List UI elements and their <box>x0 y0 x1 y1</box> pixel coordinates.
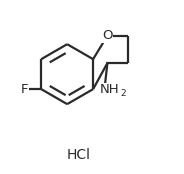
Text: HCl: HCl <box>66 148 90 163</box>
Text: NH: NH <box>99 83 119 96</box>
Text: 2: 2 <box>121 89 126 98</box>
Text: F: F <box>21 83 29 96</box>
Text: O: O <box>102 29 113 42</box>
